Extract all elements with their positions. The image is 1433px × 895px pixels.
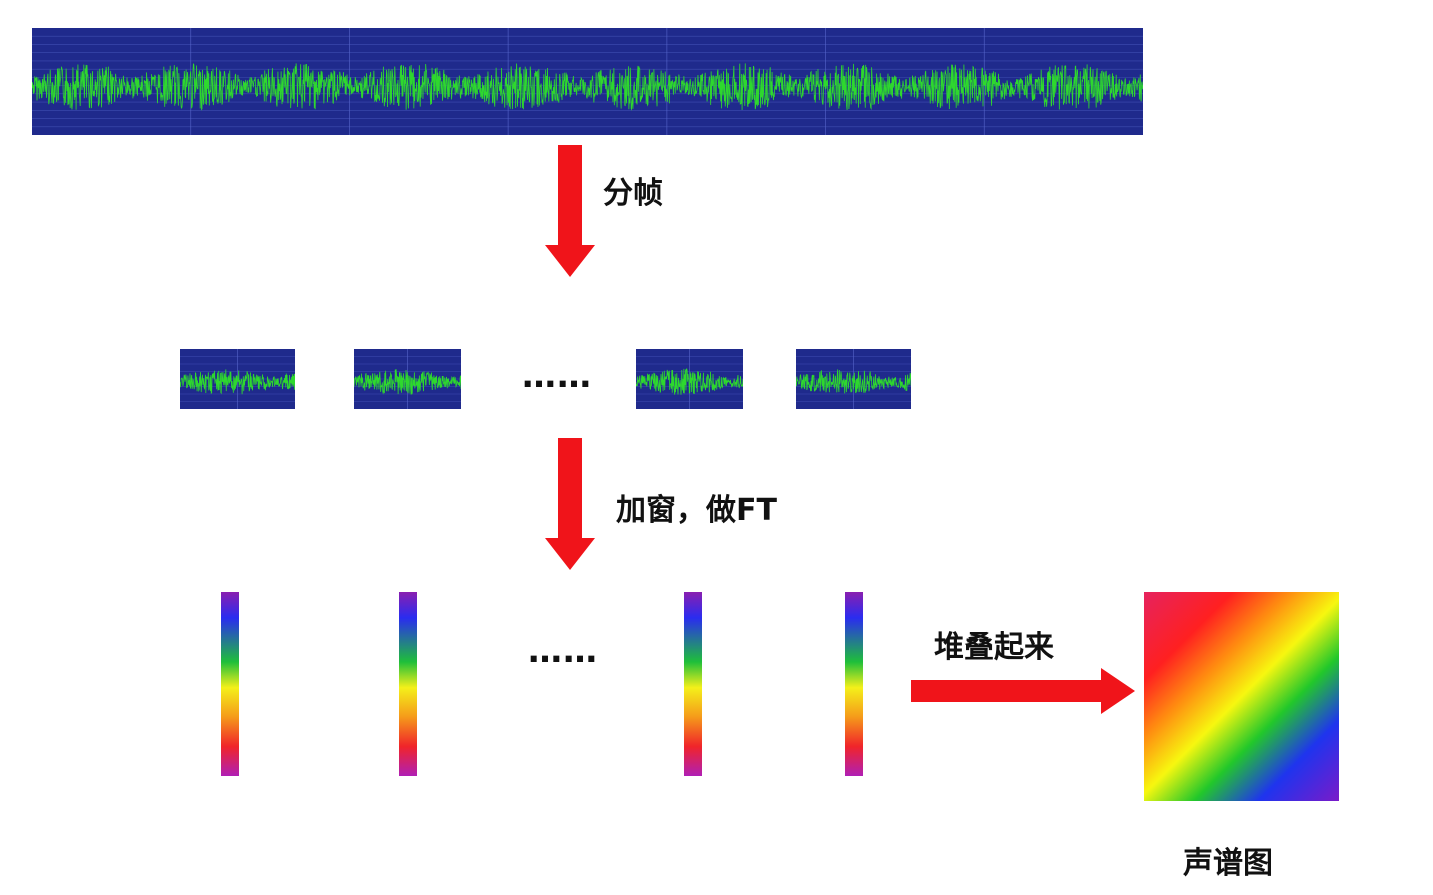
spectrum-bar-2 <box>399 592 417 776</box>
frame-plot-4 <box>796 349 911 409</box>
frame-plot-3 <box>636 349 743 409</box>
stack-label: 堆叠起来 <box>934 630 1054 665</box>
frame-waveform-4 <box>796 349 911 409</box>
frame-plot-1 <box>180 349 295 409</box>
spectra-ellipsis: …… <box>528 631 598 671</box>
window-ft-arrow <box>545 438 595 570</box>
frame-waveform-2 <box>354 349 461 409</box>
spectrum-bar-4 <box>845 592 863 776</box>
frame-plot-2 <box>354 349 461 409</box>
frame-waveform-3 <box>636 349 743 409</box>
spectrogram-label: 声谱图 <box>1183 846 1273 881</box>
stack-arrow <box>911 668 1135 714</box>
window-ft-label: 加窗，做FT <box>616 493 777 528</box>
framing-arrow <box>545 145 595 277</box>
frames-ellipsis: …… <box>522 356 592 396</box>
framing-label: 分帧 <box>603 176 663 211</box>
spectrum-bar-3 <box>684 592 702 776</box>
spectrum-bar-1 <box>221 592 239 776</box>
frame-waveform-1 <box>180 349 295 409</box>
full-waveform-plot <box>32 28 1143 135</box>
spectrogram <box>1144 592 1339 801</box>
full-waveform <box>32 28 1143 135</box>
